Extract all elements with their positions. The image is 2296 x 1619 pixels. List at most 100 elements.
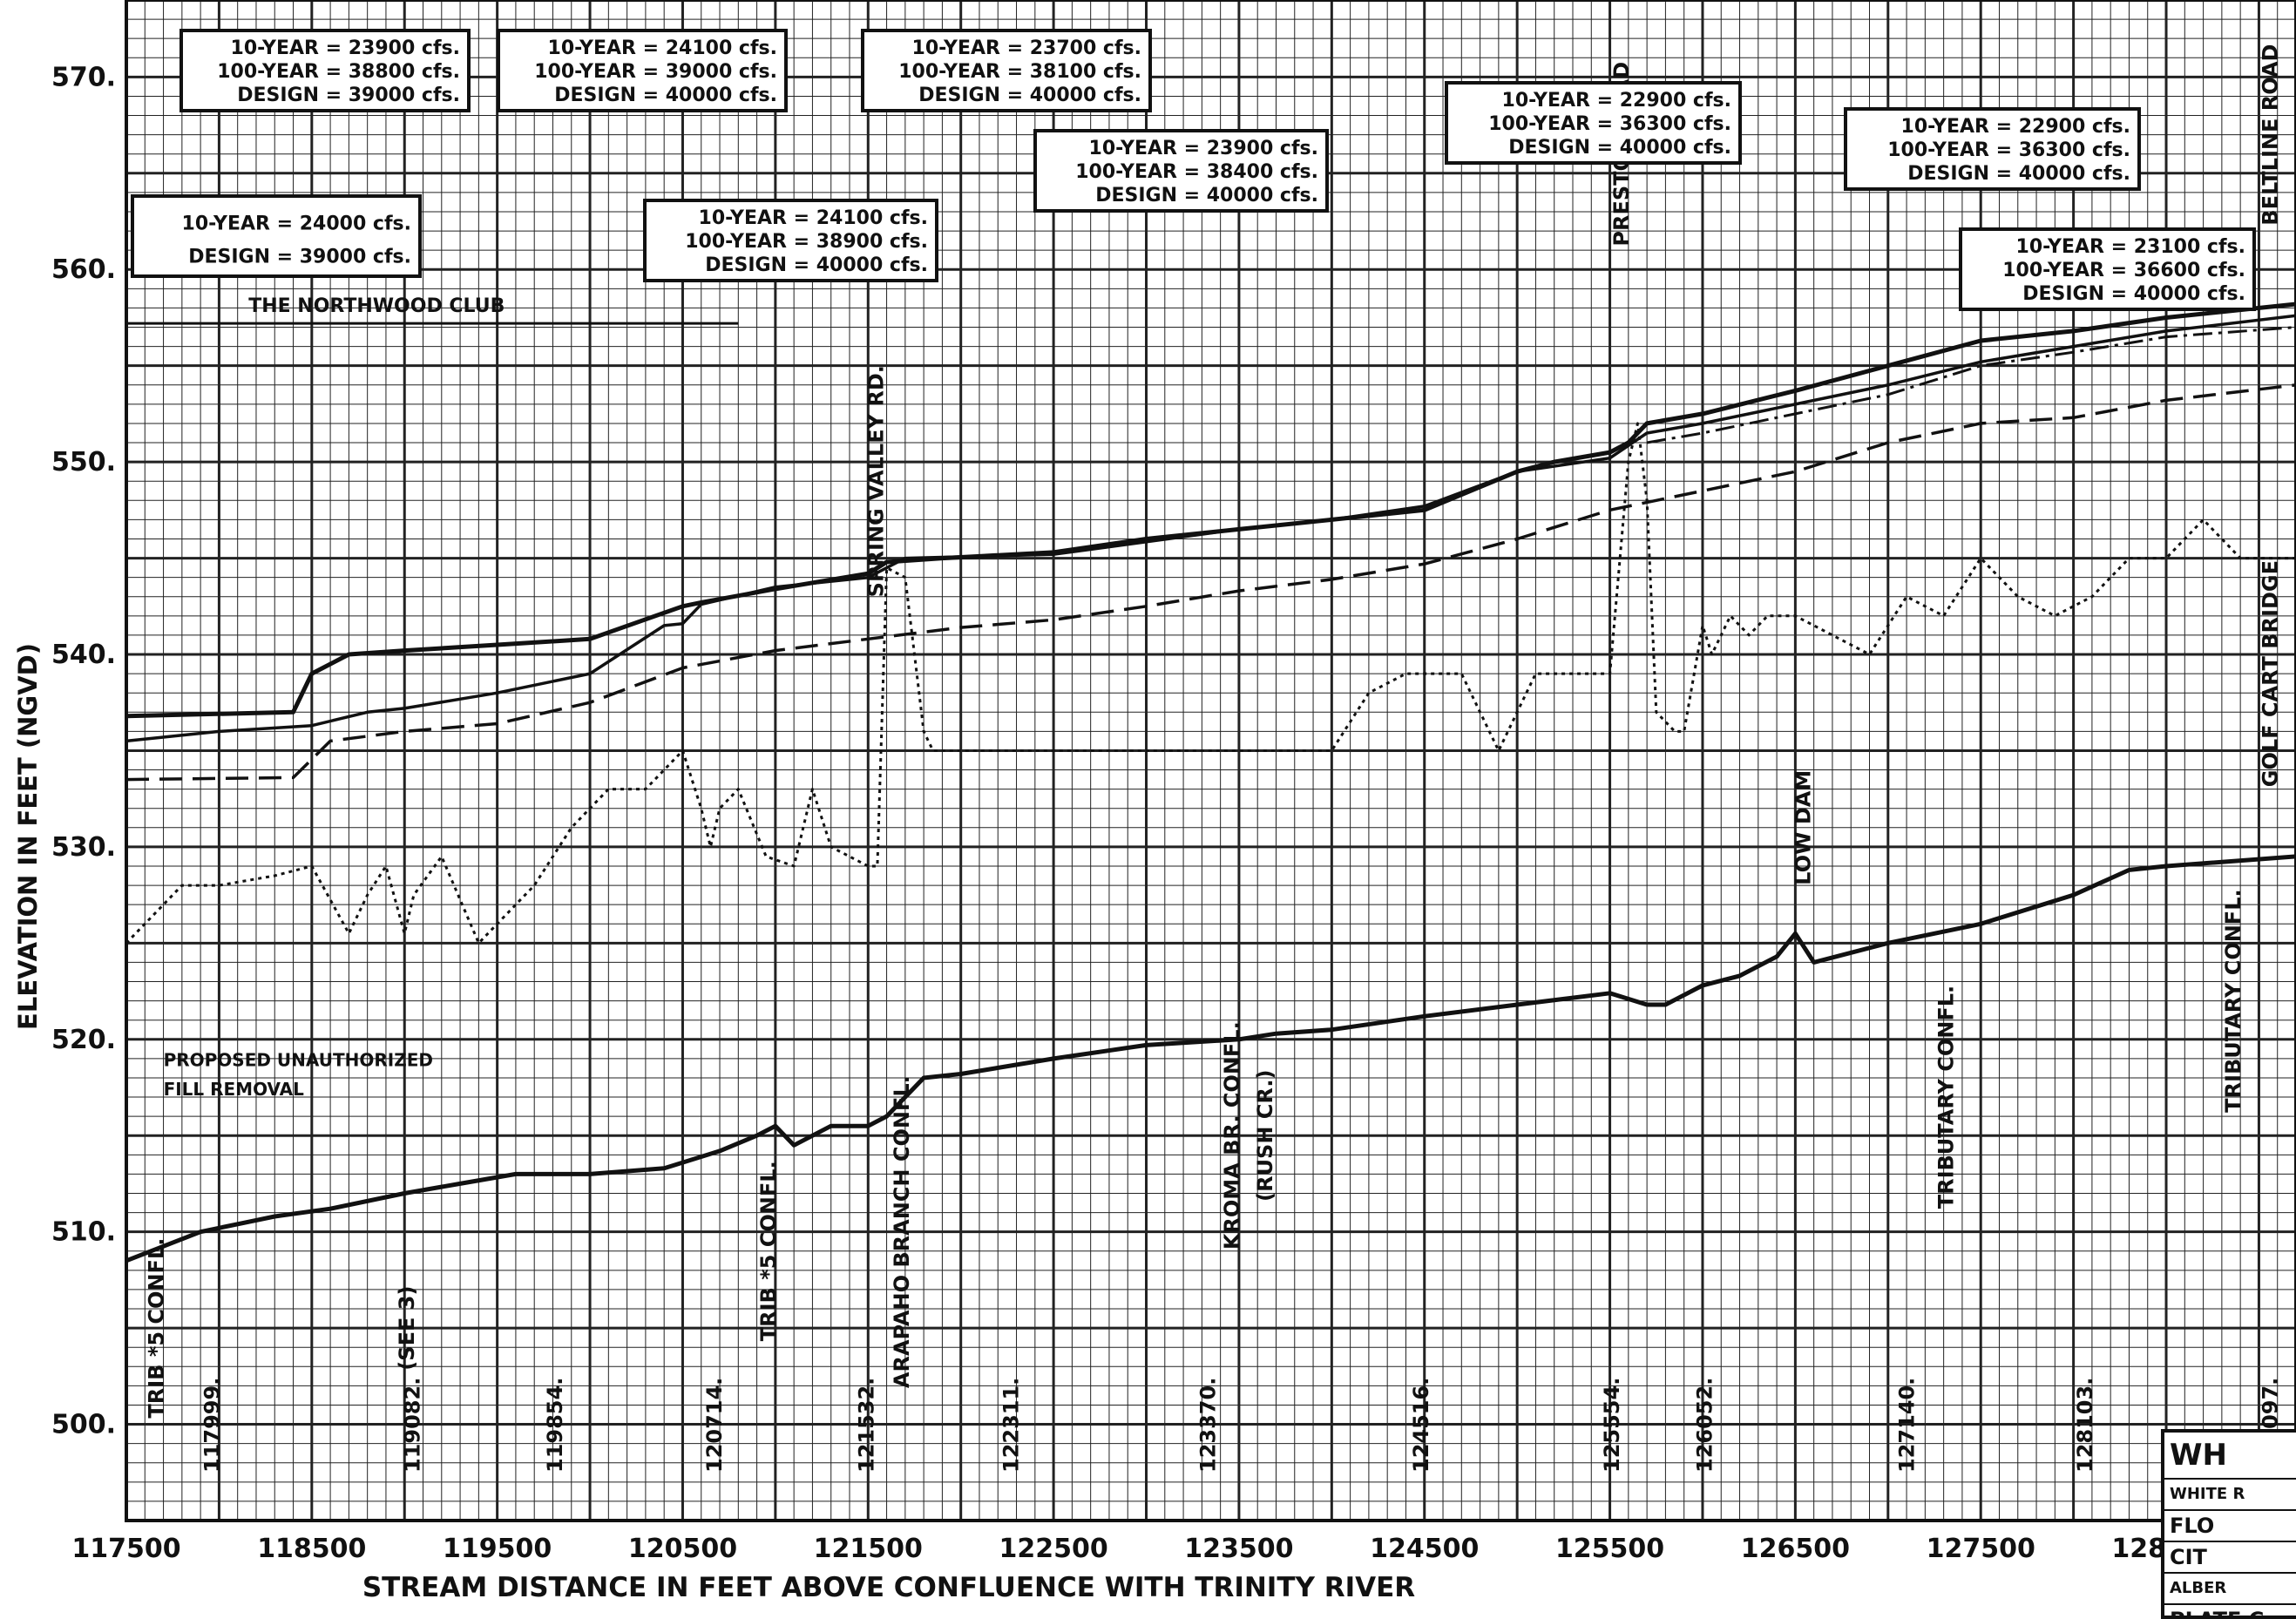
x-tick-label: 125500 <box>1555 1534 1664 1564</box>
station-label: 124516. <box>1409 1378 1433 1473</box>
x-tick-label: 119500 <box>443 1534 552 1564</box>
y-tick-label: 540. <box>51 640 116 670</box>
x-tick-label: 127500 <box>1927 1534 2035 1564</box>
x-tick-label: 118500 <box>257 1534 366 1564</box>
flow-box <box>861 29 1152 112</box>
x-axis-title: STREAM DISTANCE IN FEET ABOVE CONFLUENCE… <box>362 1572 1415 1603</box>
y-tick-label: 510. <box>51 1217 116 1248</box>
y-tick-label: 560. <box>51 254 116 285</box>
flow-box-line: DESIGN = 39000 cfs. <box>188 247 411 268</box>
flow-box-line: 10-YEAR = 23900 cfs. <box>231 37 460 59</box>
flow-box-line: DESIGN = 40000 cfs. <box>918 85 1141 106</box>
station-label: 117999. <box>200 1378 224 1473</box>
x-tick-label: 121500 <box>814 1534 923 1564</box>
station-label: 126052. <box>1693 1378 1717 1473</box>
y-tick-label: 500. <box>51 1410 116 1440</box>
station-label: 119854. <box>543 1378 567 1473</box>
annotation-label: FILL REMOVAL <box>164 1079 305 1100</box>
y-tick-label: 550. <box>51 447 116 478</box>
structure-label: (SEE 3) <box>395 1286 419 1371</box>
structure-label: BELTLINE ROAD <box>2259 44 2283 226</box>
title-block-line: WH <box>2164 1433 2296 1480</box>
flow-box <box>643 199 938 282</box>
x-tick-label: 124500 <box>1370 1534 1479 1564</box>
flow-box-line: 100-YEAR = 38100 cfs. <box>898 61 1141 83</box>
station-label: 125554. <box>1600 1378 1624 1473</box>
x-tick-label: 120500 <box>628 1534 737 1564</box>
station-labels: 117999. 119082. 119854. 120714. 121532. 12231… <box>200 1378 2282 1473</box>
y-tick-label: 530. <box>51 832 116 863</box>
title-block-line: CIT <box>2164 1542 2296 1574</box>
profile-line-dotted <box>125 422 2296 945</box>
structure-label: LOW DAM <box>1791 770 1815 885</box>
axis-ticks: 117500 118500 119500 120500 121500 122500 1235… <box>51 62 2221 1564</box>
station-label: 120714. <box>702 1378 727 1473</box>
flow-box-line: 10-YEAR = 24100 cfs. <box>699 207 928 229</box>
structure-label: TRIBUTARY CONFL. <box>2221 889 2245 1112</box>
flow-box-line: 100-YEAR = 38800 cfs. <box>217 61 460 83</box>
station-label: 128103. <box>2073 1378 2097 1473</box>
vertical-labels: SPRING VALLEY RD.PRESTON ROADBELTLINE RO… <box>145 44 2283 1419</box>
structure-label: TRIB *5 CONFL. <box>756 1161 781 1341</box>
chart-grid <box>125 0 2296 1522</box>
plot-border <box>125 0 2296 1522</box>
profile-line-medium <box>125 314 2296 743</box>
annotations: THE NORTHWOOD CLUB PROPOSED UNAUTHORIZED F… <box>126 295 739 1100</box>
x-tick-label: 123500 <box>1184 1534 1293 1564</box>
station-label: 122311. <box>999 1378 1024 1473</box>
flow-box-line: DESIGN = 40000 cfs. <box>1095 185 1318 207</box>
flow-box-line: DESIGN = 39000 cfs. <box>237 85 460 106</box>
flow-box-line: 10-YEAR = 22900 cfs. <box>1502 90 1731 112</box>
flow-box <box>1844 107 2141 191</box>
x-tick-label: 117500 <box>71 1534 180 1564</box>
title-block: WH WHITE R FLO CIT ALBER PLATE C <box>2161 1429 2296 1619</box>
flow-box-line: 100-YEAR = 36300 cfs. <box>1488 113 1731 135</box>
y-tick-label: 520. <box>51 1025 116 1055</box>
flow-box-line: 100-YEAR = 38400 cfs. <box>1075 161 1318 183</box>
flow-box-line: 10-YEAR = 23700 cfs. <box>912 37 1141 59</box>
flow-box <box>1445 81 1742 165</box>
y-axis-title: ELEVATION IN FEET (NGVD) <box>13 643 43 1030</box>
flow-box-line: 10-YEAR = 22900 cfs. <box>1901 116 2130 138</box>
structure-label: TRIB *5 CONFL. <box>145 1238 169 1419</box>
flow-box-line: 100-YEAR = 36300 cfs. <box>1887 139 2130 161</box>
profile-line-dash-dot <box>1646 326 2296 444</box>
flow-box-line: DESIGN = 40000 cfs. <box>1907 163 2130 185</box>
title-block-line: WHITE R <box>2164 1480 2296 1511</box>
profile-line-thick <box>125 854 2296 1263</box>
structure-label: ARAPAHO BRANCH CONFL. <box>890 1075 914 1388</box>
structure-label: (RUSH CR.) <box>1253 1070 1277 1202</box>
y-tick-label: 570. <box>51 62 116 92</box>
flow-box-line: 10-YEAR = 24000 cfs. <box>182 213 411 234</box>
structure-label: KROMA BR. CONFL. <box>1220 1021 1244 1250</box>
flow-box-line: 10-YEAR = 23100 cfs. <box>2016 236 2245 258</box>
annotation-label: THE NORTHWOOD CLUB <box>248 295 505 317</box>
x-tick-label: 126500 <box>1741 1534 1850 1564</box>
structure-label: SPRING VALLEY RD. <box>864 365 888 597</box>
flow-box-line: 100-YEAR = 38900 cfs. <box>685 231 928 253</box>
flow-box <box>131 194 422 278</box>
flow-box-line: 10-YEAR = 23900 cfs. <box>1089 138 1318 159</box>
structure-label: TRIBUTARY CONFL. <box>1934 986 1958 1209</box>
flow-box-line: DESIGN = 40000 cfs. <box>705 254 928 276</box>
flow-box-line: DESIGN = 40000 cfs. <box>554 85 777 106</box>
flow-box <box>1033 129 1329 213</box>
flow-box-line: 10-YEAR = 24100 cfs. <box>548 37 777 59</box>
profile-line-dashed <box>125 383 2296 782</box>
flow-box <box>179 29 471 112</box>
annotation-label: PROPOSED UNAUTHORIZED <box>164 1050 433 1071</box>
x-tick-label: 122500 <box>999 1534 1107 1564</box>
station-label: 119082. <box>400 1378 424 1473</box>
station-label: 121532. <box>855 1378 879 1473</box>
flow-boxes: 10-YEAR = 23900 cfs.100-YEAR = 38800 cfs… <box>131 29 2256 311</box>
profile-series <box>125 301 2296 1263</box>
flow-box <box>497 29 788 112</box>
flow-box-line: DESIGN = 40000 cfs. <box>1508 137 1731 159</box>
station-label: 127140. <box>1895 1378 1920 1473</box>
title-block-line: PLATE C <box>2164 1605 2296 1616</box>
flow-box-line: 100-YEAR = 36600 cfs. <box>2002 260 2245 281</box>
flow-box-line: DESIGN = 40000 cfs. <box>2022 283 2245 305</box>
structure-label: GOLF CART BRIDGE <box>2259 560 2283 787</box>
station-label: 123370. <box>1195 1378 1220 1473</box>
